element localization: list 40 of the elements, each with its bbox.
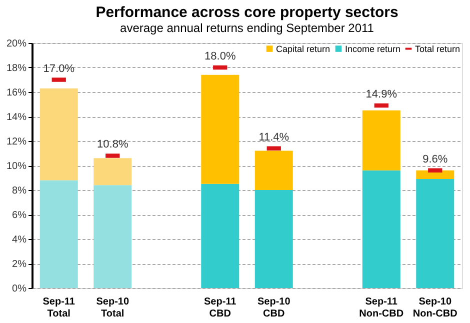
chart-title: Performance across core property sectors (96, 4, 398, 21)
y-tick-label: 2% (12, 259, 27, 270)
y-tick-label: 12% (6, 136, 27, 148)
x-tick-label: Sep-11 CBD (204, 296, 237, 320)
y-tick-label: 8% (12, 186, 27, 196)
data-label: 18.0% (204, 50, 236, 62)
legend-label: Income return (345, 44, 401, 54)
bar (94, 185, 132, 288)
data-label: 9.6% (422, 153, 448, 166)
y-tick-label: 16% (6, 88, 27, 98)
data-label: 10.8% (97, 138, 128, 151)
bar (201, 184, 240, 288)
chart-subtitle: average annual returns ending September 2011 (120, 21, 374, 35)
bar (362, 170, 400, 288)
bar (94, 158, 132, 186)
x-tick-label: Sep-10 Total (96, 296, 130, 320)
y-tick-label: 0% (12, 284, 27, 294)
legend-label: Capital return (276, 44, 330, 54)
x-tick-label: Sep-10 CBD (257, 296, 291, 320)
y-tick-label: 18% (6, 63, 27, 74)
data-label: 14.9% (366, 88, 398, 100)
bar (416, 178, 454, 288)
legend-label: Total return (415, 44, 460, 54)
x-tick-label: Sep-11 Total (42, 296, 76, 320)
x-tick-label: Sep-11 Non-CBD (359, 296, 404, 320)
bar (201, 74, 240, 184)
bar (362, 110, 400, 170)
bar (416, 170, 454, 179)
y-tick-label: 6% (12, 210, 27, 221)
data-label: 17.0% (43, 62, 75, 75)
y-tick-label: 4% (12, 234, 27, 246)
bar (254, 150, 293, 190)
y-tick-label: 10% (6, 161, 27, 172)
x-tick-label: Sep-10 Non-CBD (412, 296, 458, 320)
bar (40, 180, 78, 288)
y-tick-label: 14% (6, 112, 27, 123)
data-label: 11.4% (258, 131, 290, 144)
bar (254, 190, 293, 288)
y-tick-label: 20% (6, 38, 27, 50)
bar (40, 88, 78, 180)
